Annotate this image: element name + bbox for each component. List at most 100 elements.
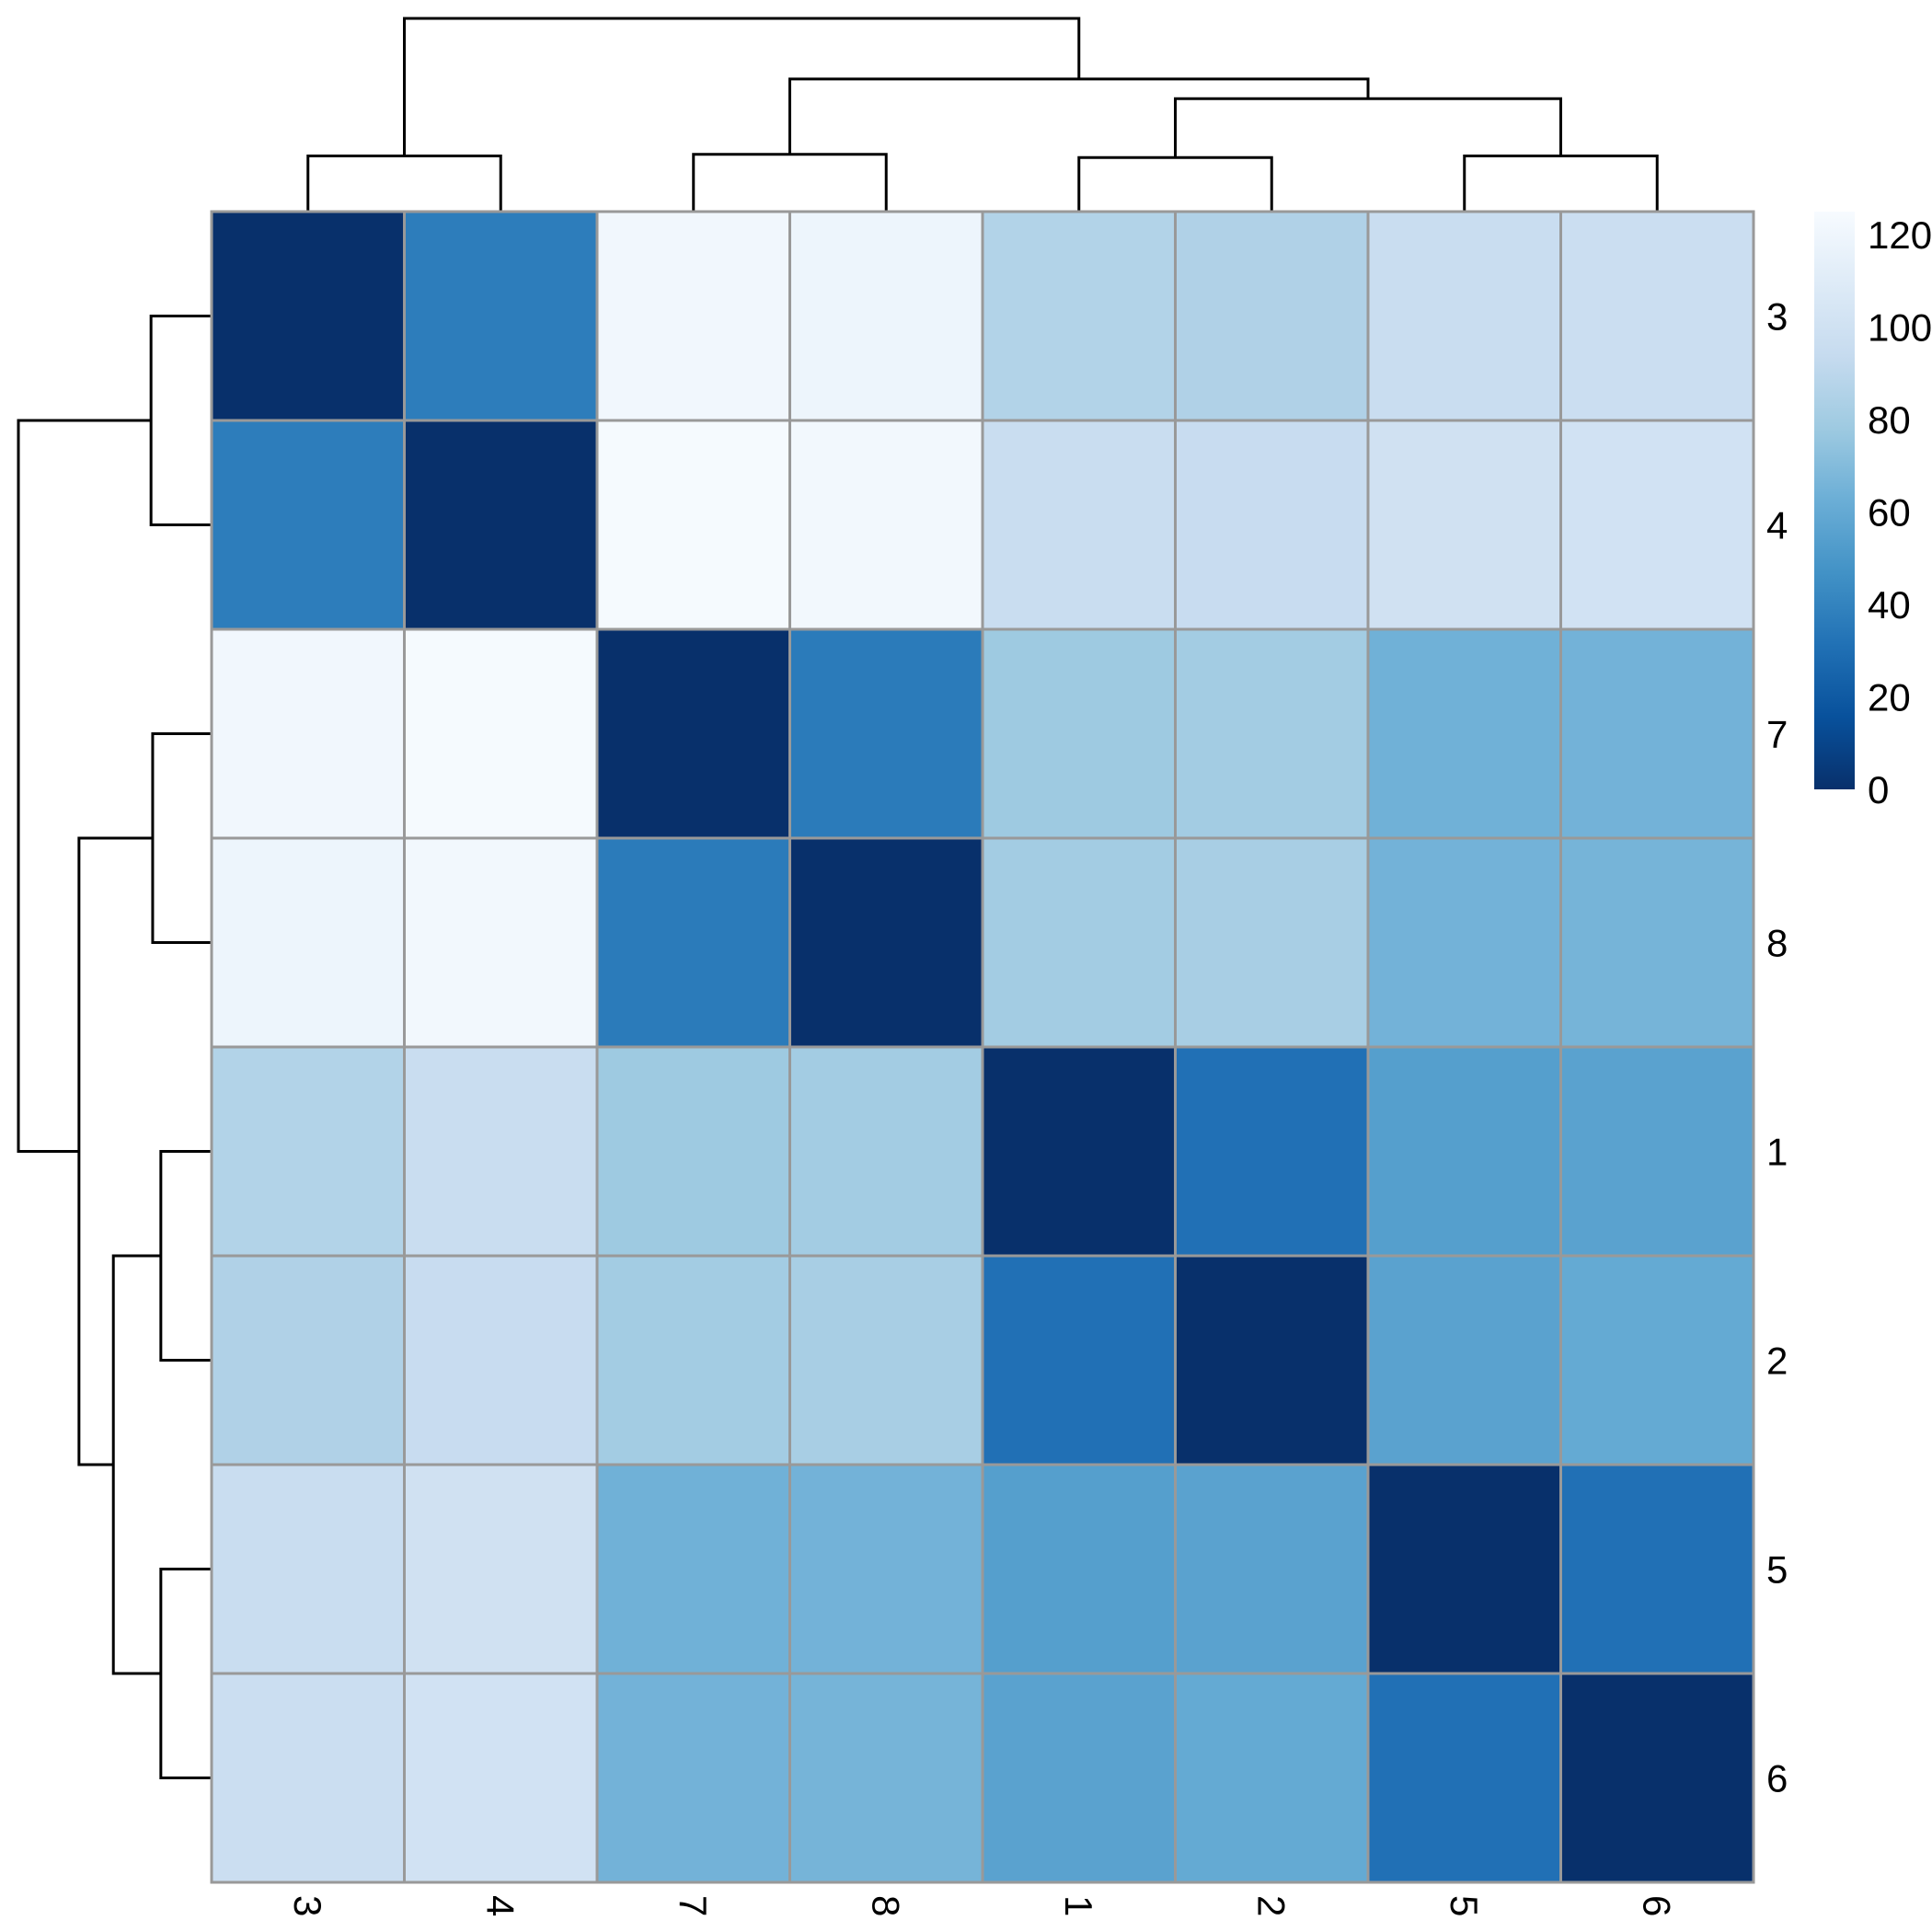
heatmap-cell-r8-c4 [403,836,599,1049]
colorbar-ticks: 0 20 40 60 80 100 120 [1868,213,1932,811]
heatmap-cell-r3-c1 [981,210,1177,422]
heatmap-cell-r2-c5 [1366,1254,1562,1466]
row-label: 6 [1766,1757,1788,1800]
heatmap-cell-r1-c1 [981,1045,1177,1258]
dendrogram-branch [159,1150,212,1362]
heatmap-cell-r8-c2 [1174,836,1370,1049]
colorbar-tick-label: 80 [1868,398,1911,442]
heatmap-cell-r3-c4 [403,210,599,422]
heatmap-cell-r5-c8 [788,1463,984,1675]
heatmap-cell-r2-c2 [1174,1254,1370,1466]
heatmap-cell-r5-c3 [210,1463,406,1675]
heatmap-cell-r3-c5 [1366,210,1562,422]
row-label: 1 [1766,1131,1788,1174]
heatmap-cell-r1-c6 [1559,1045,1755,1258]
colorbar-tick-label: 40 [1868,583,1911,627]
heatmap-cell-r1-c3 [210,1045,406,1258]
heatmap-cell-r1-c8 [788,1045,984,1258]
colorbar-tick-label: 120 [1868,213,1932,257]
heatmap-cell-r7-c1 [981,627,1177,840]
colorbar-tick-label: 100 [1868,306,1932,350]
heatmap-cell-r4-c4 [403,419,599,631]
dendrogram-branch [403,17,1081,156]
heatmap-cell-r6-c6 [1559,1672,1755,1884]
heatmap-cell-r8-c6 [1559,836,1755,1049]
heatmap-cell-r7-c4 [403,627,599,840]
column-label: 8 [864,1895,907,1916]
colorbar-gradient [1814,212,1855,789]
dendrogram-branch [1174,97,1562,158]
heatmap-cell-r4-c5 [1366,419,1562,631]
heatmap-cell-r2-c8 [788,1254,984,1466]
heatmap-cell-r3-c7 [595,210,791,422]
heatmap-cell-r7-c2 [1174,627,1370,840]
column-label: 7 [672,1895,715,1916]
heatmap-cell-r7-c6 [1559,627,1755,840]
heatmap-cell-r2-c3 [210,1254,406,1466]
heatmap-cell-r2-c4 [403,1254,599,1466]
heatmap-grid [210,210,1755,1884]
heatmap-cell-r6-c8 [788,1672,984,1884]
dendrogram-branch [17,419,152,1153]
heatmap-cell-r8-c3 [210,836,406,1049]
dendrogram-branch [149,315,212,526]
heatmap-cell-r6-c4 [403,1672,599,1884]
heatmap-cell-r4-c3 [210,419,406,631]
heatmap-cell-r6-c1 [981,1672,1177,1884]
column-dendrogram [306,17,1659,212]
heatmap-cell-r3-c8 [788,210,984,422]
dendrogram-branch [111,1254,161,1675]
heatmap-cell-r4-c2 [1174,419,1370,631]
heatmap-cell-r5-c5 [1366,1463,1562,1675]
colorbar-tick-label: 60 [1868,491,1911,535]
heatmap-cell-r5-c1 [981,1463,1177,1675]
dendrogram-branch [788,77,1370,155]
heatmap-cell-r7-c7 [595,627,791,840]
heatmap-cell-r8-c7 [595,836,791,1049]
heatmap-cell-r1-c5 [1366,1045,1562,1258]
heatmap-cell-r8-c8 [788,836,984,1049]
heatmap-cell-r6-c5 [1366,1672,1562,1884]
heatmap-cell-r3-c3 [210,210,406,422]
heatmap-cell-r8-c5 [1366,836,1562,1049]
heatmap-cell-r6-c2 [1174,1672,1370,1884]
heatmap-cell-r7-c5 [1366,627,1562,840]
dendrogram-branch [77,836,153,1466]
row-label: 4 [1766,504,1788,547]
colorbar-tick-label: 0 [1868,768,1889,811]
row-dendrogram [17,315,212,1779]
column-label: 3 [286,1895,329,1916]
heatmap-cell-r5-c4 [403,1463,599,1675]
column-label: 6 [1635,1895,1678,1916]
column-labels: 3 4 7 8 1 2 5 6 [286,1895,1679,1916]
column-label: 2 [1249,1895,1293,1916]
row-labels: 3 4 7 8 1 2 5 6 [1766,295,1788,1800]
heatmap-cell-r6-c7 [595,1672,791,1884]
heatmap-cell-r1-c4 [403,1045,599,1258]
heatmap-cell-r5-c2 [1174,1463,1370,1675]
column-label: 4 [478,1895,522,1916]
heatmap-cell-r5-c6 [1559,1463,1755,1675]
dendrogram-branch [692,153,888,212]
row-label: 2 [1766,1340,1788,1383]
row-label: 5 [1766,1548,1788,1592]
heatmap-cell-r3-c6 [1559,210,1755,422]
heatmap-cell-r2-c7 [595,1254,791,1466]
heatmap-cell-r7-c3 [210,627,406,840]
heatmap-cell-r6-c3 [210,1672,406,1884]
heatmap-cell-r2-c1 [981,1254,1177,1466]
heatmap-cell-r3-c2 [1174,210,1370,422]
colorbar-tick-label: 20 [1868,676,1911,719]
heatmap-cell-r8-c1 [981,836,1177,1049]
heatmap-cell-r1-c2 [1174,1045,1370,1258]
dendrogram-branch [306,154,502,212]
dendrogram-branch [1463,154,1659,212]
heatmap-cell-r4-c7 [595,419,791,631]
heatmap-cell-r2-c6 [1559,1254,1755,1466]
dendrogram-branch [1077,155,1273,212]
dendrogram-branch [151,732,212,944]
heatmap-cell-r1-c7 [595,1045,791,1258]
colorbar-legend: 0 20 40 60 80 100 120 [1814,212,1932,811]
heatmap-cell-r7-c8 [788,627,984,840]
